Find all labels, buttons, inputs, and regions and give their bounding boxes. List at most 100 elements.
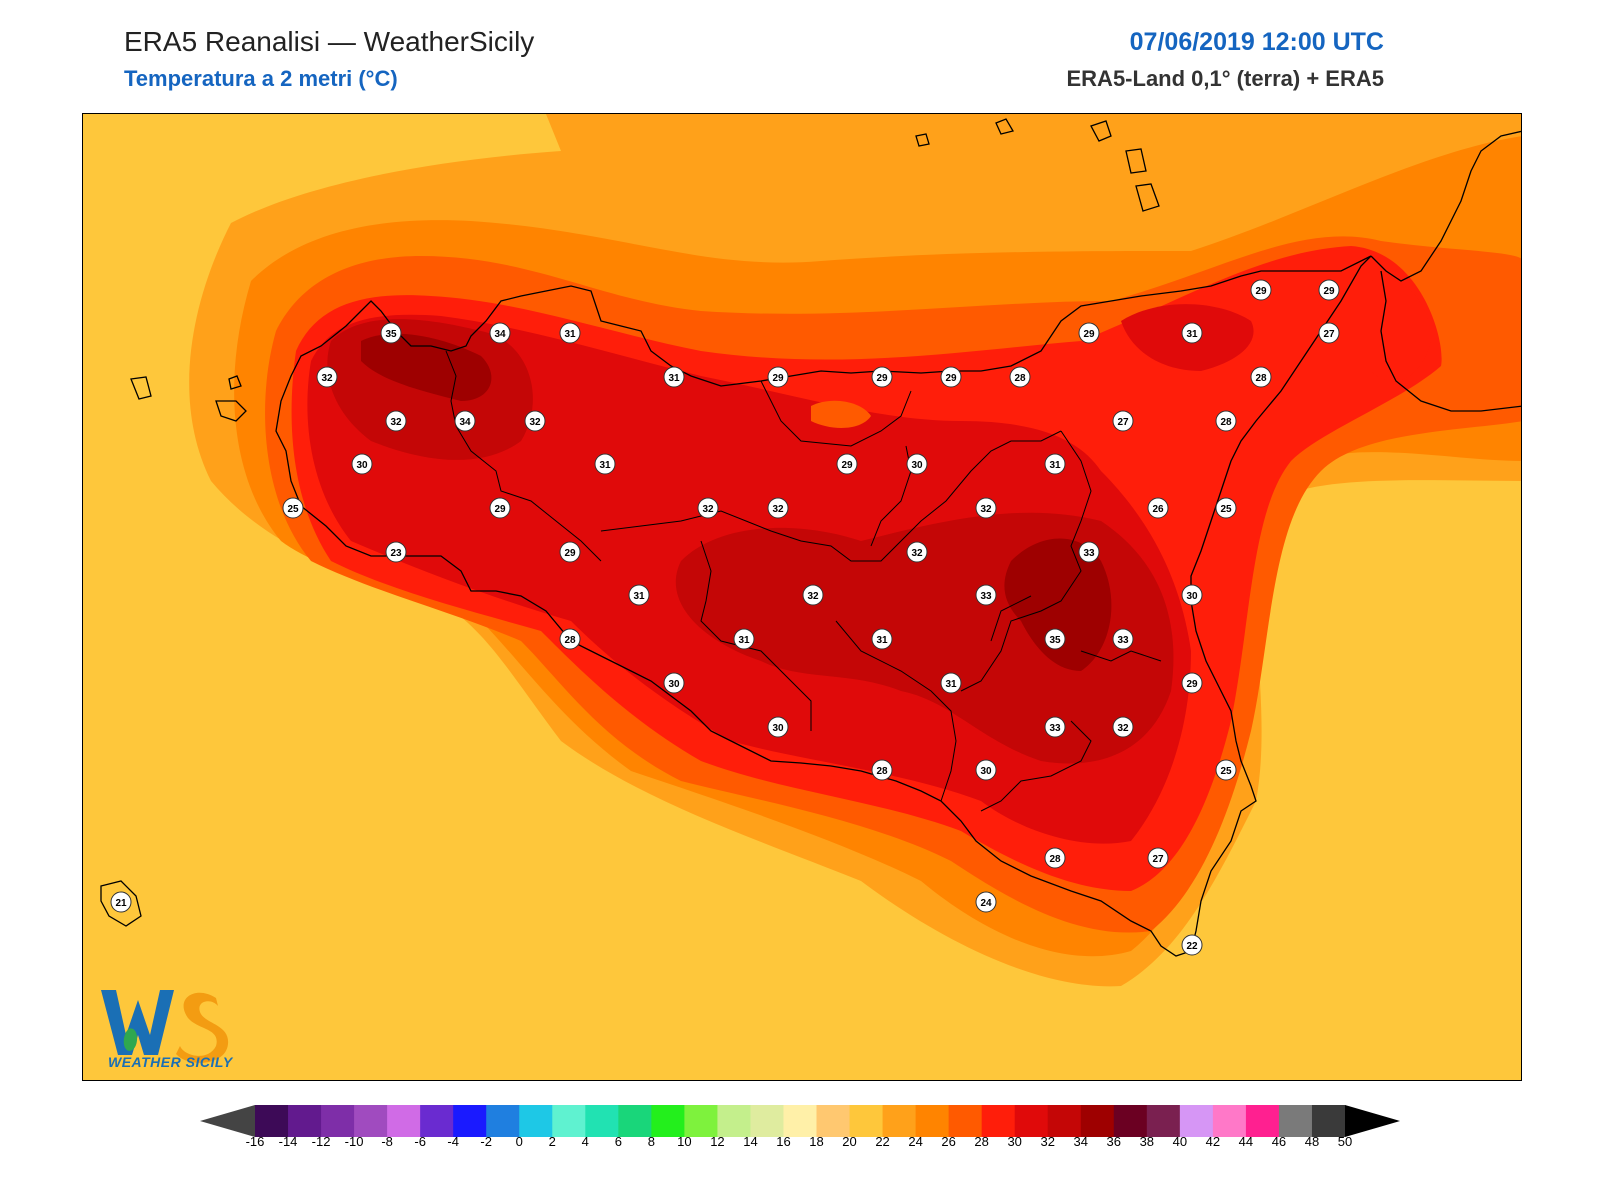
- station-circle: [454, 410, 476, 432]
- station-value: 28: [1049, 854, 1061, 865]
- station-circle: [1044, 716, 1066, 738]
- colorbar-tick-label: 32: [1040, 1134, 1055, 1149]
- station-circle: [489, 322, 511, 344]
- colorbar-tick-label: 14: [743, 1134, 758, 1149]
- station-circle: [1215, 759, 1237, 781]
- station-circle: [1318, 279, 1340, 301]
- weathersicily-logo: [101, 990, 229, 1063]
- map-title: ERA5 Reanalisi — WeatherSicily: [124, 26, 535, 57]
- station-value: 30: [911, 460, 923, 471]
- station-marker: 28: [1250, 366, 1272, 388]
- station-circle: [385, 541, 407, 563]
- colorbar-tick-label: 6: [614, 1134, 622, 1149]
- colorbar-swatch: [354, 1105, 388, 1137]
- alicudi-island: [995, 118, 1014, 135]
- station-marker: 34: [454, 410, 476, 432]
- ustica-island: [915, 133, 930, 147]
- station-marker: 33: [975, 584, 997, 606]
- station-value: 29: [841, 460, 853, 471]
- station-marker: 32: [975, 497, 997, 519]
- station-circle: [697, 497, 719, 519]
- station-circle: [1181, 584, 1203, 606]
- station-circle: [1044, 847, 1066, 869]
- station-circle: [316, 366, 338, 388]
- map-source: ERA5-Land 0,1° (terra) + ERA5: [1066, 66, 1385, 91]
- colorbar-swatch: [849, 1105, 884, 1137]
- station-circle: [559, 541, 581, 563]
- calabria-coastline: [1370, 130, 1521, 412]
- colorbar-tick-label: 30: [1007, 1134, 1022, 1149]
- station-marker: 31: [733, 628, 755, 650]
- station-marker: 22: [1181, 934, 1203, 956]
- station-marker: 28: [1215, 410, 1237, 432]
- colorbar-tick-label: 24: [908, 1134, 923, 1149]
- station-circle: [282, 497, 304, 519]
- colorbar-tick-label: 18: [809, 1134, 824, 1149]
- station-circle: [906, 541, 928, 563]
- colorbar-tick-label: 44: [1238, 1134, 1254, 1149]
- station-marker: 29: [871, 366, 893, 388]
- station-marker: 30: [351, 453, 373, 475]
- colorbar-swatch: [618, 1105, 652, 1137]
- colorbar-swatch: [684, 1105, 718, 1137]
- colorbar-tick-label: 4: [581, 1134, 589, 1149]
- station-circle: [1112, 716, 1134, 738]
- colorbar-tick-label: 8: [647, 1134, 655, 1149]
- colorbar-tick-label: 26: [941, 1134, 956, 1149]
- station-circle: [1250, 279, 1272, 301]
- colorbar-swatch: [750, 1105, 784, 1137]
- station-circle: [1112, 628, 1134, 650]
- colorbar-swatch: [1311, 1105, 1346, 1137]
- station-circle: [559, 628, 581, 650]
- station-circle: [628, 584, 650, 606]
- station-value: 33: [1049, 723, 1061, 734]
- station-value: 29: [564, 548, 576, 559]
- band-34-w: [361, 333, 492, 401]
- colorbar-under-arrow: [200, 1105, 255, 1137]
- station-marker: 32: [906, 541, 928, 563]
- station-circle: [110, 891, 132, 913]
- station-value: 25: [1220, 504, 1232, 515]
- map-subtitle: Temperatura a 2 metri (°C): [124, 66, 398, 91]
- colorbar-swatch: [915, 1105, 950, 1137]
- colorbar-swatch: [816, 1105, 851, 1137]
- band-34-c: [1004, 538, 1112, 671]
- station-circle: [1215, 410, 1237, 432]
- station-value: 30: [1186, 591, 1198, 602]
- station-circle: [940, 366, 962, 388]
- station-circle: [663, 672, 685, 694]
- station-marker: 25: [282, 497, 304, 519]
- colorbar-swatch: [387, 1105, 421, 1137]
- temperature-map[interactable]: 35 34 31 32 31 29 29 29 28 29 31 29 29 27 28 32 34 32 27 28…: [82, 113, 1522, 1081]
- colorbar-tick-label: 22: [875, 1134, 890, 1149]
- colorbar-swatch: [1212, 1105, 1247, 1137]
- station-circle: [1181, 672, 1203, 694]
- station-value: 34: [494, 329, 506, 340]
- colorbar-swatch: [1278, 1105, 1313, 1137]
- station-circle: [975, 497, 997, 519]
- egadi-island: [130, 376, 152, 400]
- colorbar-swatch: [453, 1105, 487, 1137]
- colorbar-swatch: [486, 1105, 520, 1137]
- colorbar-swatch: [420, 1105, 454, 1137]
- station-value: 31: [738, 635, 750, 646]
- station-marker: 27: [1318, 322, 1340, 344]
- colorbar-tick-label: -6: [414, 1134, 426, 1149]
- station-value: 21: [115, 898, 127, 909]
- station-value: 31: [633, 591, 645, 602]
- temperature-colorbar: [200, 1105, 1400, 1137]
- station-marker: 34: [489, 322, 511, 344]
- station-marker: 32: [524, 410, 546, 432]
- station-marker: 29: [1181, 672, 1203, 694]
- station-marker: 32: [1112, 716, 1134, 738]
- colorbar-tick-label: -2: [480, 1134, 492, 1149]
- station-value: 31: [945, 679, 957, 690]
- station-circle: [975, 759, 997, 781]
- station-marker: 35: [380, 322, 402, 344]
- colorbar-swatch: [717, 1105, 751, 1137]
- filicudi-island: [1090, 120, 1112, 142]
- station-marker: 31: [628, 584, 650, 606]
- station-value: 30: [668, 679, 680, 690]
- station-circle: [385, 410, 407, 432]
- colorbar-swatch: [255, 1105, 289, 1137]
